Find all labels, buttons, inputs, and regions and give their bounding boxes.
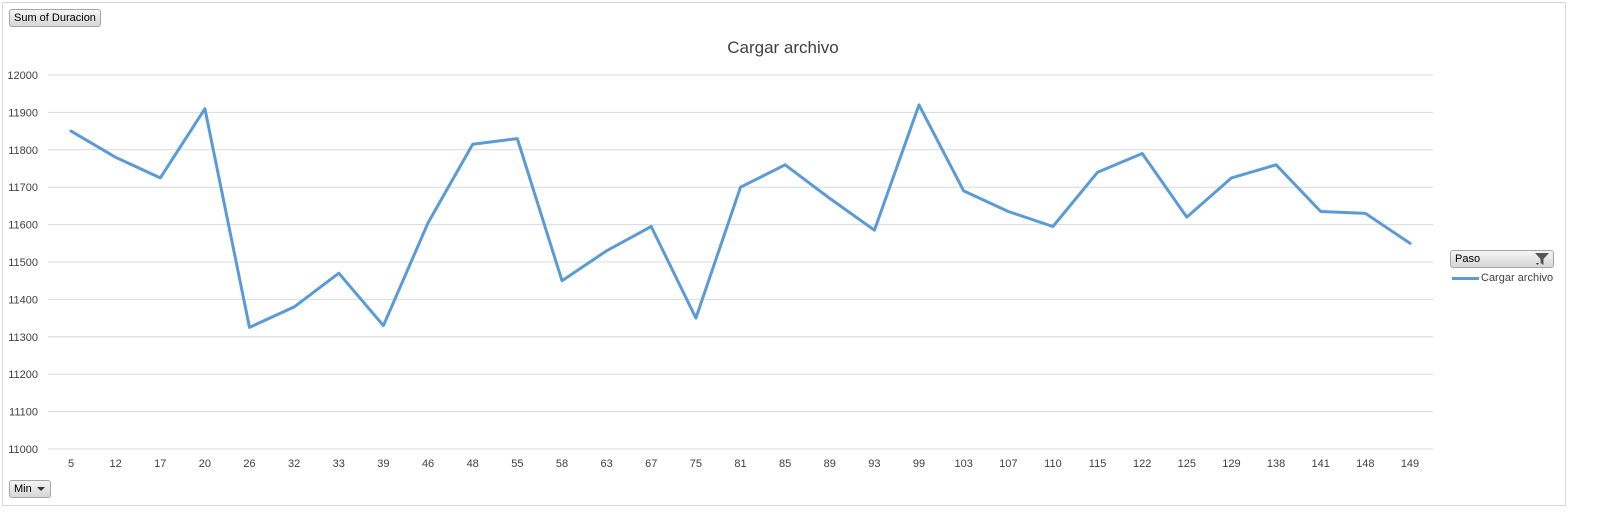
filter-icon[interactable] xyxy=(1534,252,1550,269)
x-tick-label: 81 xyxy=(734,458,746,470)
gridlines xyxy=(48,74,1433,450)
dropdown-caret-icon xyxy=(36,487,45,491)
x-tick-label: 148 xyxy=(1356,458,1374,470)
y-tick-label: 11400 xyxy=(8,294,38,306)
x-tick-label: 99 xyxy=(913,458,925,470)
x-tick-label: 141 xyxy=(1312,458,1330,470)
x-tick-label: 26 xyxy=(243,458,255,470)
y-tick-label: 11700 xyxy=(8,182,38,194)
x-tick-label: 149 xyxy=(1401,458,1419,470)
x-axis-ticks: 5 12 17 20 26 32 33 39 46 48 55 58 63 67 75 81 85 89 93 99 1… xyxy=(68,458,1419,470)
x-tick-label: 46 xyxy=(422,458,434,470)
x-tick-label: 20 xyxy=(199,458,211,470)
x-tick-label: 103 xyxy=(954,458,972,470)
paso-label: Paso xyxy=(1455,253,1481,265)
x-tick-label: 33 xyxy=(333,458,345,470)
x-tick-label: 17 xyxy=(154,458,166,470)
legend: Cargar archivo xyxy=(1452,272,1553,284)
y-tick-label: 11300 xyxy=(8,332,38,344)
chart-frame xyxy=(2,2,1566,506)
y-tick-label: 11200 xyxy=(8,369,38,381)
legend-entry-label: Cargar archivo xyxy=(1481,272,1554,284)
legend-swatch xyxy=(1452,276,1479,280)
x-tick-label: 55 xyxy=(511,458,523,470)
x-tick-label: 93 xyxy=(868,458,880,470)
y-tick-label: 11000 xyxy=(8,444,38,456)
x-tick-label: 85 xyxy=(779,458,791,470)
chart-title: Cargar archivo xyxy=(727,38,839,57)
x-tick-label: 12 xyxy=(110,458,122,470)
x-tick-label: 110 xyxy=(1044,458,1062,470)
x-tick-label: 122 xyxy=(1133,458,1151,470)
x-tick-label: 63 xyxy=(600,458,612,470)
y-tick-label: 11500 xyxy=(8,257,38,269)
x-tick-label: 75 xyxy=(690,458,702,470)
y-tick-label: 11100 xyxy=(9,407,38,419)
sum-of-duracion-field-button[interactable]: Sum of Duracion xyxy=(9,9,101,27)
y-tick-label: 11600 xyxy=(8,220,38,232)
x-tick-label: 125 xyxy=(1178,458,1196,470)
x-tick-label: 89 xyxy=(824,458,836,470)
x-tick-label: 138 xyxy=(1267,458,1285,470)
series-line-cargar-archivo xyxy=(69,103,1412,329)
x-tick-label: 115 xyxy=(1089,458,1107,470)
x-tick-label: 67 xyxy=(645,458,657,470)
x-tick-label: 32 xyxy=(288,458,300,470)
paso-field-button[interactable]: Paso xyxy=(1450,250,1554,268)
x-tick-label: 48 xyxy=(467,458,479,470)
y-tick-label: 11800 xyxy=(8,145,38,157)
min-field-button[interactable]: Min xyxy=(9,480,51,498)
x-tick-label: 5 xyxy=(68,458,74,470)
y-tick-label: 12000 xyxy=(7,70,38,82)
y-tick-label: 11900 xyxy=(8,107,38,119)
y-axis-ticks: 11000 11100 11200 11300 11400 11500 11600 11700… xyxy=(7,70,38,456)
x-tick-label: 58 xyxy=(556,458,568,470)
sum-of-duracion-label: Sum of Duracion xyxy=(14,12,96,24)
x-tick-label: 129 xyxy=(1222,458,1240,470)
min-label: Min xyxy=(14,483,32,495)
x-tick-label: 107 xyxy=(999,458,1017,470)
x-tick-label: 39 xyxy=(377,458,389,470)
